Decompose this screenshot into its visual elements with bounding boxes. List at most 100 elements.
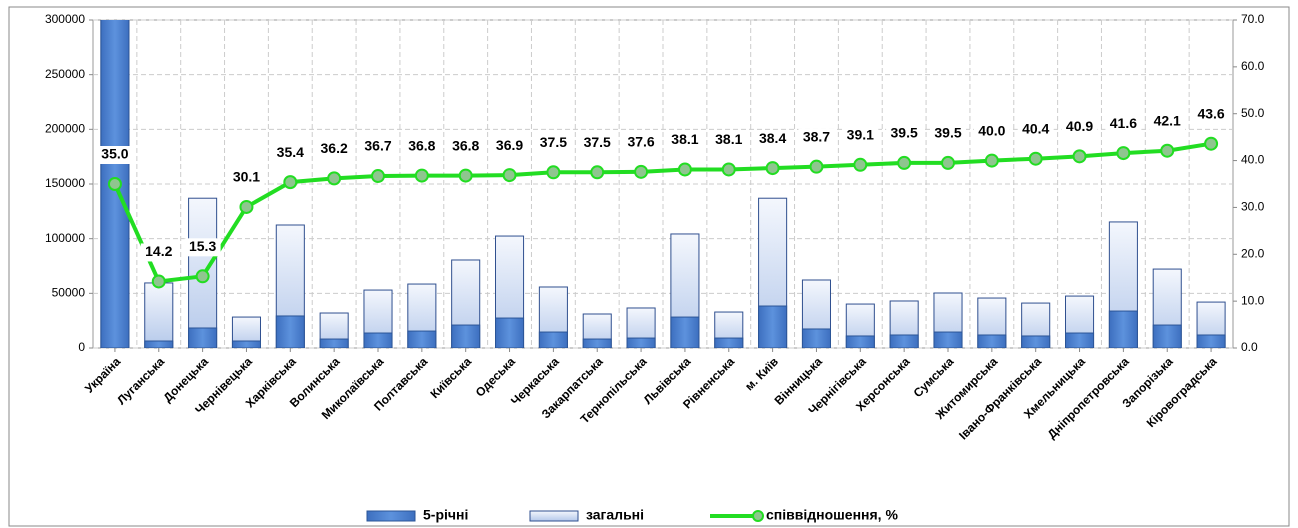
value-label-bg bbox=[272, 144, 309, 163]
y2-tick-label: 40.0 bbox=[1241, 153, 1265, 167]
bar bbox=[582, 338, 612, 348]
value-label: 37.5 bbox=[540, 134, 567, 150]
value-label: 38.4 bbox=[759, 130, 786, 146]
value-label-bg bbox=[623, 133, 660, 152]
bar bbox=[1021, 335, 1051, 348]
line-marker bbox=[634, 164, 649, 179]
bar bbox=[1108, 310, 1138, 348]
value-label: 36.7 bbox=[364, 138, 391, 154]
value-label: 36.8 bbox=[452, 137, 479, 153]
legend-label: 5-річні bbox=[423, 507, 468, 523]
value-label: 15.3 bbox=[189, 238, 216, 254]
bar bbox=[670, 316, 700, 348]
line-marker bbox=[941, 155, 955, 170]
value-label-bg bbox=[579, 134, 616, 153]
bar bbox=[188, 327, 218, 348]
value-label-bg bbox=[403, 137, 440, 156]
line-marker bbox=[327, 171, 342, 186]
bar bbox=[626, 337, 656, 348]
line-marker bbox=[195, 269, 210, 284]
line-marker bbox=[151, 274, 166, 289]
value-label-bg bbox=[1105, 115, 1142, 134]
line-marker bbox=[239, 199, 254, 214]
line-marker bbox=[1160, 143, 1175, 158]
bar bbox=[407, 330, 437, 348]
bar bbox=[933, 331, 963, 348]
bar bbox=[538, 331, 568, 348]
y-tick-label: 300000 bbox=[45, 12, 85, 26]
value-label: 35.0 bbox=[101, 146, 128, 162]
value-label-bg bbox=[1149, 112, 1186, 131]
value-label: 40.0 bbox=[978, 122, 1005, 138]
line-marker bbox=[107, 177, 122, 191]
value-label-bg bbox=[447, 137, 484, 156]
value-label-bg bbox=[228, 168, 265, 187]
line-marker bbox=[1116, 146, 1131, 161]
value-label: 30.1 bbox=[233, 169, 260, 185]
legend-marker bbox=[752, 510, 764, 522]
y-tick-label: 100000 bbox=[45, 231, 85, 245]
y-tick-label: 50000 bbox=[52, 286, 86, 300]
value-label: 37.5 bbox=[584, 134, 611, 150]
value-label-bg bbox=[360, 138, 396, 157]
value-label-bg bbox=[754, 130, 791, 149]
bar bbox=[451, 324, 481, 348]
value-label: 39.5 bbox=[934, 125, 961, 141]
value-label-bg bbox=[96, 146, 133, 164]
value-label-bg bbox=[1017, 120, 1054, 139]
value-label: 36.9 bbox=[496, 137, 523, 153]
legend-swatch bbox=[529, 510, 579, 522]
y-tick-label: 200000 bbox=[45, 122, 85, 136]
y2-tick-label: 60.0 bbox=[1241, 59, 1265, 73]
line-marker bbox=[721, 162, 736, 177]
value-label: 35.4 bbox=[277, 144, 304, 160]
y2-tick-label: 20.0 bbox=[1241, 246, 1265, 260]
value-label-bg bbox=[1061, 118, 1098, 137]
value-label: 38.1 bbox=[715, 131, 742, 147]
y2-tick-label: 10.0 bbox=[1241, 293, 1265, 307]
value-label: 14.2 bbox=[145, 243, 172, 259]
value-label: 38.1 bbox=[671, 131, 698, 147]
y2-tick-label: 50.0 bbox=[1241, 106, 1265, 120]
line-marker bbox=[1028, 151, 1043, 166]
bar bbox=[845, 335, 875, 348]
bars bbox=[100, 20, 1226, 348]
grid bbox=[93, 19, 1233, 349]
value-label: 39.5 bbox=[891, 125, 918, 141]
value-label-bg bbox=[666, 131, 703, 150]
value-label: 41.6 bbox=[1110, 115, 1137, 131]
value-label-bg bbox=[184, 238, 221, 257]
line bbox=[113, 141, 1212, 284]
y2-tick-label: 0.0 bbox=[1241, 340, 1258, 354]
value-label-bg bbox=[886, 124, 923, 143]
value-label-bg bbox=[973, 122, 1010, 141]
line-marker bbox=[502, 168, 517, 183]
line-marker bbox=[1072, 149, 1087, 164]
value-label: 36.2 bbox=[321, 140, 348, 156]
y2-tick-label: 30.0 bbox=[1241, 200, 1265, 214]
value-label-bg bbox=[798, 128, 835, 147]
value-label-bg bbox=[491, 137, 528, 156]
value-label-bg bbox=[1193, 105, 1230, 124]
legend-swatch bbox=[366, 510, 416, 522]
value-label: 39.1 bbox=[847, 126, 874, 142]
bar bbox=[758, 305, 788, 348]
y-tick-label: 150000 bbox=[45, 176, 85, 190]
line-marker bbox=[765, 161, 780, 176]
line-marker bbox=[590, 165, 605, 180]
legend-label: загальні bbox=[586, 507, 644, 523]
bar bbox=[889, 334, 919, 348]
bar bbox=[144, 340, 174, 348]
bar bbox=[100, 20, 130, 348]
line-marker bbox=[677, 162, 692, 177]
line-marker bbox=[853, 157, 868, 172]
bar bbox=[144, 282, 174, 348]
line-marker bbox=[371, 169, 385, 184]
line-marker bbox=[283, 175, 298, 190]
value-label-bg bbox=[535, 134, 572, 153]
value-label-bg bbox=[140, 243, 177, 262]
value-label-bg bbox=[316, 140, 353, 159]
bar bbox=[495, 317, 525, 348]
line-marker bbox=[414, 168, 429, 183]
bar bbox=[977, 334, 1007, 348]
